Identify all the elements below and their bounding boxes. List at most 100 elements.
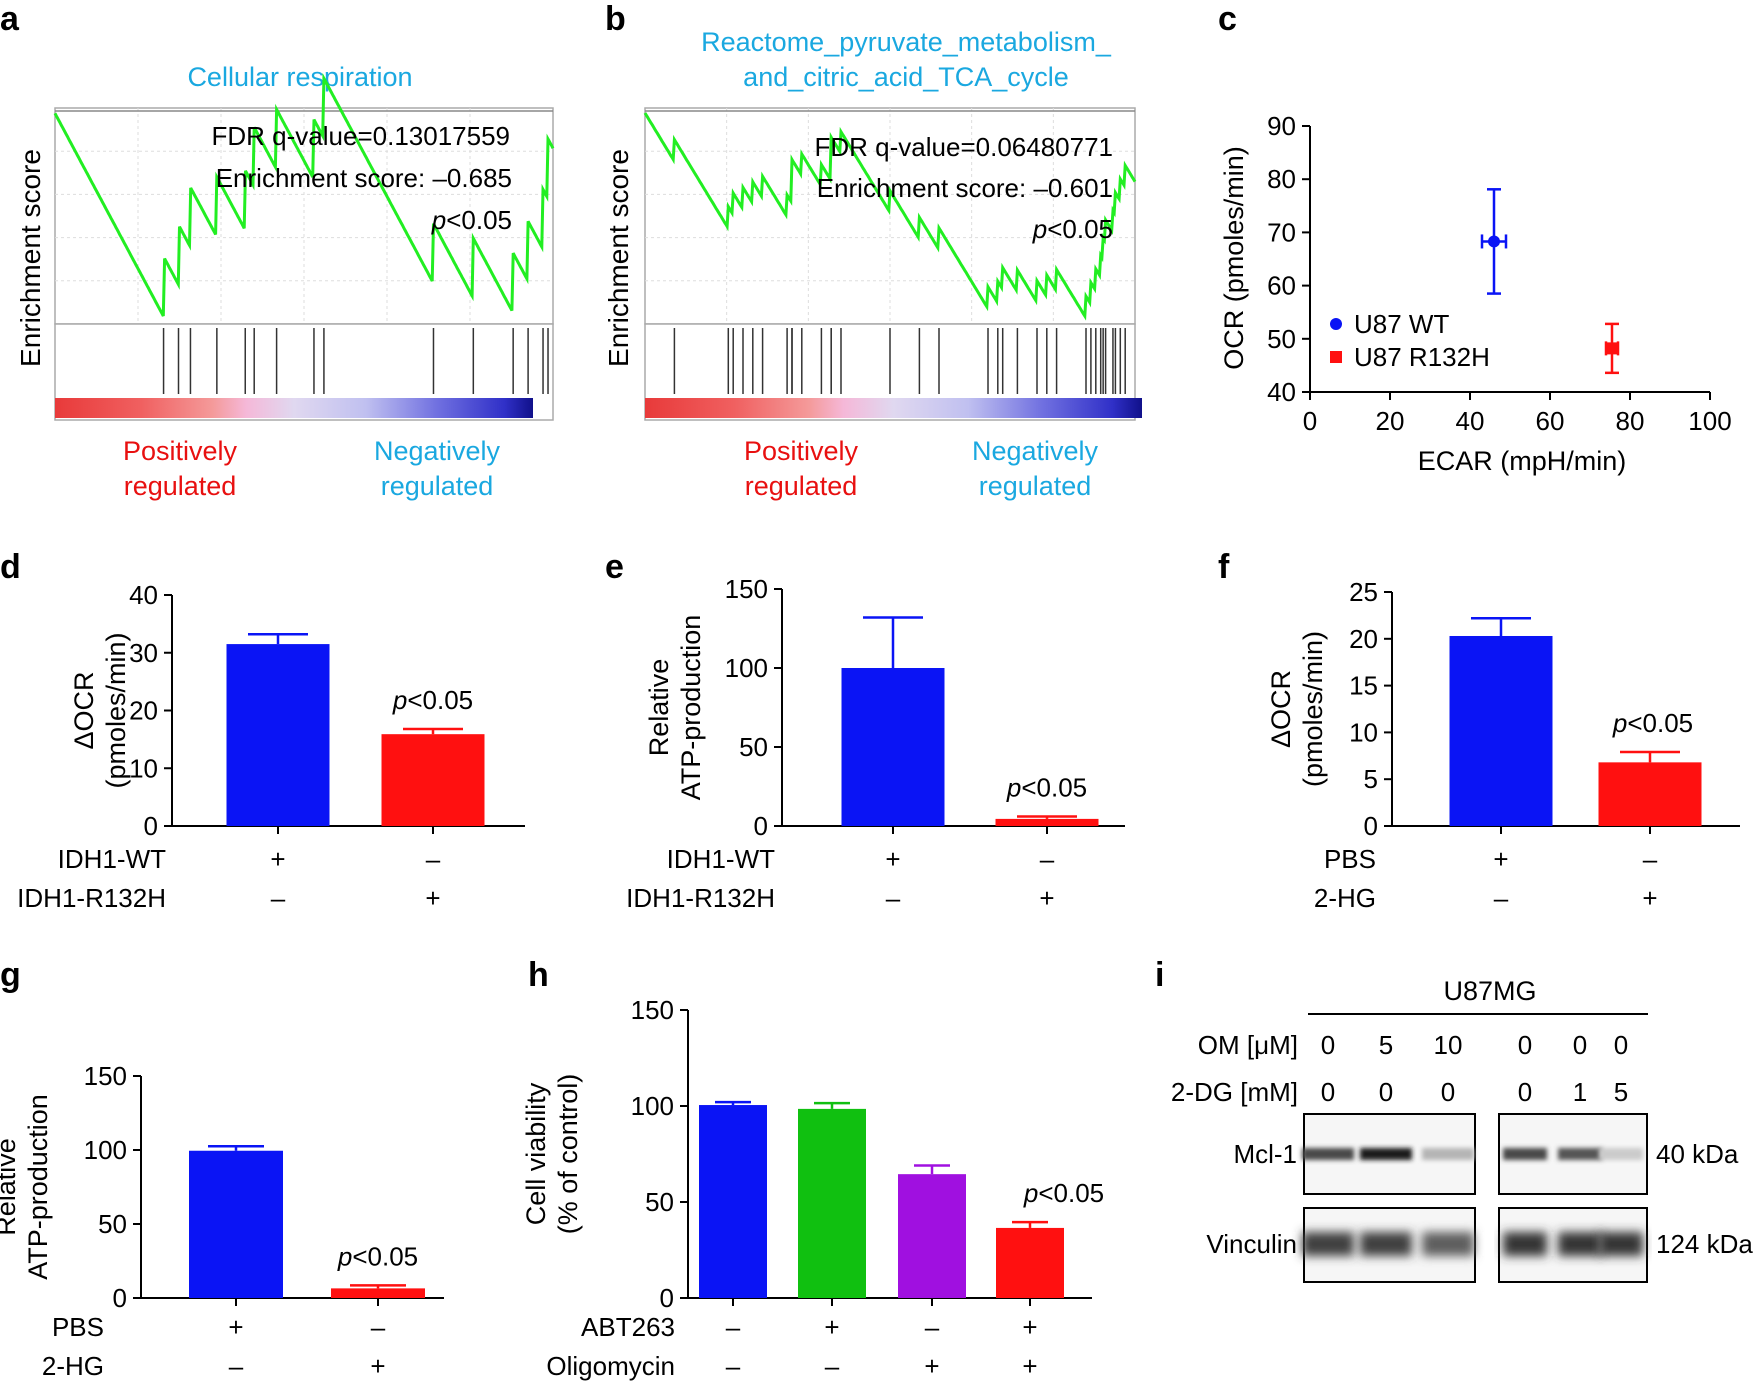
chart-g-ylabel: Relative xyxy=(0,1138,21,1236)
bar-chart-panel-d: 0 10 20 30 40 ΔOCR (pmoles/min) p<0.05 IDH1-WT + –… xyxy=(17,580,525,913)
gsea-b-pos-label-1: Positively xyxy=(744,436,859,466)
blot-band xyxy=(1422,1148,1474,1160)
gsea-b-grid xyxy=(645,108,1135,324)
chart-g-bar xyxy=(189,1150,283,1298)
gsea-b-neg-label-1: Negatively xyxy=(972,436,1099,466)
chart-d-ylabel: (pmoles/min) xyxy=(101,632,131,788)
panel-letter-h: h xyxy=(528,956,549,994)
chart-h-row-sign: – xyxy=(726,1351,741,1381)
chart-e-row-sign: – xyxy=(886,883,901,913)
chart-g-row-label: PBS xyxy=(52,1312,104,1342)
chart-f-row-label: 2-HG xyxy=(1314,883,1376,913)
chart-f-row-sign: – xyxy=(1643,844,1658,874)
panel-letter-e: e xyxy=(605,548,624,586)
chart-h-row-sign: – xyxy=(726,1312,741,1342)
chart-g-row-sign: + xyxy=(370,1351,385,1381)
chart-g-y-tick-label: 0 xyxy=(113,1283,127,1313)
chart-d-row-sign: + xyxy=(270,844,285,874)
chart-d-y-tick-label: 10 xyxy=(129,753,158,783)
chart-h-bar xyxy=(798,1108,866,1298)
chart-d-y-tick-label: 30 xyxy=(129,638,158,668)
chart-d-y-tick-label: 0 xyxy=(144,811,158,841)
gsea-a-pvalue: p<0.05 xyxy=(431,205,512,235)
gsea-a-hit-ticks xyxy=(162,328,549,394)
c-y-tick-label: 50 xyxy=(1267,324,1296,354)
blot-size-label: 124 kDa xyxy=(1656,1229,1753,1259)
blot-2dg-value: 0 xyxy=(1321,1077,1335,1107)
c-ylabel: OCR (pmoles/min) xyxy=(1219,146,1249,370)
chart-h-ylabel: Cell viability xyxy=(521,1082,551,1225)
chart-d-row-sign: – xyxy=(271,883,286,913)
chart-e-row-label: IDH1-R132H xyxy=(626,883,775,913)
chart-h-bar xyxy=(699,1105,767,1298)
gsea-b-fdr: FDR q-value=0.06480771 xyxy=(815,132,1113,162)
chart-d-bar xyxy=(381,734,485,826)
chart-h-row-sign: + xyxy=(1022,1312,1037,1342)
c-y-tick-label: 60 xyxy=(1267,271,1296,301)
chart-h-pvalue-rest: <0.05 xyxy=(1038,1178,1104,1208)
c-y-tick-label: 90 xyxy=(1267,111,1296,141)
chart-h-y-tick-label: 100 xyxy=(631,1091,674,1121)
gsea-a-fdr: FDR q-value=0.13017559 xyxy=(212,121,510,151)
chart-h-pvalue: p<0.05 xyxy=(1023,1178,1104,1208)
chart-f-pvalue-italic-p: p xyxy=(1612,708,1627,738)
gsea-b-hit-ticks xyxy=(673,328,1126,394)
bar-chart-panel-g: 0 50 100 150 Relative ATP-production p<0.05 PBS… xyxy=(0,1061,444,1381)
chart-f-y-tick-label: 25 xyxy=(1349,577,1378,607)
scatter-panel-c: 0 20 40 60 80 100 40 50 60 70 80 90 ECAR (mpH/min) OC… xyxy=(1219,111,1732,476)
blot-2dg-value: 0 xyxy=(1441,1077,1455,1107)
c-legend-marker-wt xyxy=(1330,318,1342,330)
chart-f-y-tick-label: 0 xyxy=(1364,811,1378,841)
blot-om-value: 0 xyxy=(1614,1030,1628,1060)
chart-h-ylabel: (% of control) xyxy=(553,1074,583,1235)
chart-e-row-sign: – xyxy=(1040,844,1055,874)
c-x-tick-label: 80 xyxy=(1616,406,1645,436)
blot-rows: Mcl-1 40 kDa Vinculin 124 kDa xyxy=(1206,1113,1753,1283)
chart-g-pvalue: p<0.05 xyxy=(337,1241,418,1271)
blot-band xyxy=(1302,1148,1354,1160)
chart-e-y-tick-label: 150 xyxy=(725,574,768,604)
c-legend-marker-r132h xyxy=(1330,351,1342,363)
chart-h-row-sign: + xyxy=(824,1312,839,1342)
blot-band xyxy=(1360,1148,1412,1160)
chart-f-ylabel: (pmoles/min) xyxy=(1298,631,1328,787)
blot-om-value: 10 xyxy=(1434,1030,1463,1060)
c-xlabel: ECAR (mpH/min) xyxy=(1418,446,1627,476)
chart-f-y-tick-label: 5 xyxy=(1364,764,1378,794)
chart-h-bar xyxy=(898,1174,966,1298)
gsea-a-grid xyxy=(55,108,553,324)
gsea-panel-a: Cellular respiration Enrichment score FD… xyxy=(15,62,555,501)
chart-g-bar xyxy=(331,1288,425,1298)
chart-h-y-tick-label: 0 xyxy=(660,1283,674,1313)
c-y-tick-label: 80 xyxy=(1267,164,1296,194)
panel-letter-f: f xyxy=(1218,548,1230,586)
c-x-tick-label: 20 xyxy=(1376,406,1405,436)
chart-f-pvalue-rest: <0.05 xyxy=(1627,708,1693,738)
gsea-a-rank-heat-bar xyxy=(55,398,533,418)
blot-2dg-value: 0 xyxy=(1379,1077,1393,1107)
c-x-tick-label: 60 xyxy=(1536,406,1565,436)
chart-f-y-tick-label: 10 xyxy=(1349,717,1378,747)
bar-chart-panel-f: 0 5 10 15 20 25 ΔOCR (pmoles/min) p<0.05 PBS + – 2-H… xyxy=(1266,577,1740,913)
c-y-tick-label: 40 xyxy=(1267,377,1296,407)
chart-d-pvalue-rest: <0.05 xyxy=(407,685,473,715)
blot-band xyxy=(1422,1232,1474,1256)
blot-cell-line: U87MG xyxy=(1443,976,1536,1006)
blot-om-value: 5 xyxy=(1379,1030,1393,1060)
blot-om-value: 0 xyxy=(1573,1030,1587,1060)
chart-g-row-sign: – xyxy=(229,1351,244,1381)
chart-h-y-tick-label: 150 xyxy=(631,995,674,1025)
chart-d-row-sign: + xyxy=(425,883,440,913)
chart-f-pvalue: p<0.05 xyxy=(1612,708,1693,738)
chart-f-bar xyxy=(1449,635,1553,826)
chart-e-y-tick-label: 0 xyxy=(754,811,768,841)
blot-om-label: OM [μM] xyxy=(1198,1030,1298,1060)
chart-e-y-tick-label: 100 xyxy=(725,653,768,683)
blot-band xyxy=(1599,1148,1643,1160)
c-x-tick-label: 40 xyxy=(1456,406,1485,436)
chart-h-bar xyxy=(996,1227,1064,1298)
blot-size-label: 40 kDa xyxy=(1656,1139,1739,1169)
chart-f-row-label: PBS xyxy=(1324,844,1376,874)
chart-f-row-sign: – xyxy=(1494,883,1509,913)
